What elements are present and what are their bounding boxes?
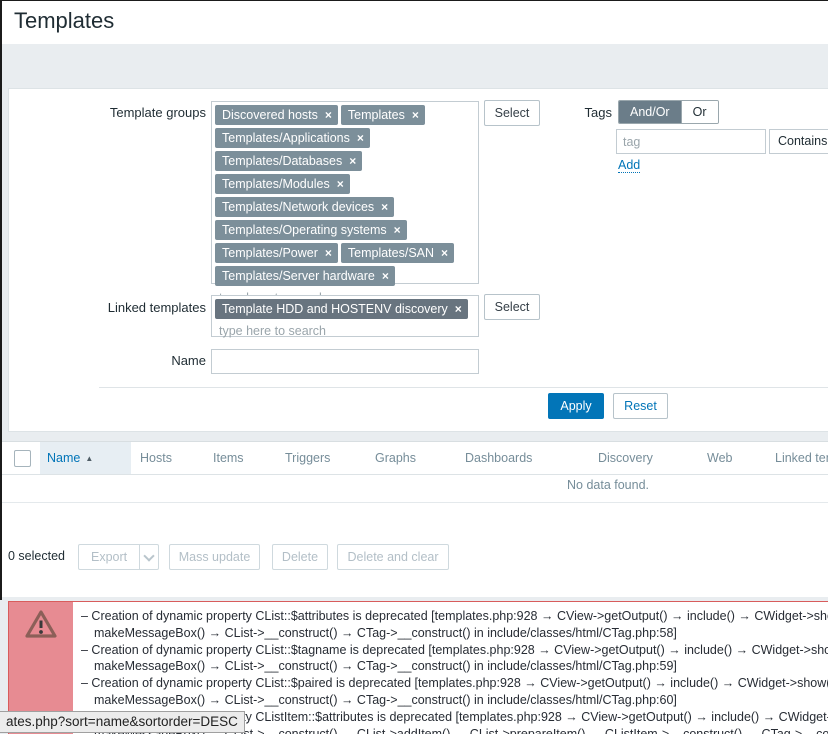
column-header-graphs: Graphs [375,451,416,465]
table-header-row: Name ▲ Hosts Items Triggers Graphs Dashbo… [0,442,828,475]
delete-and-clear-button[interactable]: Delete and clear [337,544,449,570]
warning-line: – Creation of dynamic property CList::$p… [81,676,828,691]
window-edge [0,0,828,1]
tag-name-input[interactable] [616,129,766,154]
export-dropdown-button[interactable] [139,545,158,569]
chip-label: Templates [347,107,405,122]
row-divider [0,502,828,503]
column-header-web: Web [707,451,733,465]
linked-templates-select-button[interactable]: Select [484,294,540,320]
remove-icon[interactable]: × [356,130,364,145]
remove-icon[interactable]: × [411,107,419,122]
linked-templates-label: Linked templates [107,300,206,315]
template-groups-label: Template groups [109,105,206,120]
chevron-down-icon [143,549,155,562]
chip-template-group[interactable]: Templates/Network devices × [215,197,395,217]
template-groups-multiselect[interactable]: Discovered hosts × Templates × Templates/A… [211,101,479,307]
tags-or-option[interactable]: Or [680,101,718,123]
chip-template-group[interactable]: Templates/Server hardware × [215,266,395,286]
deprecation-warning-box: – Creation of dynamic property CList::$a… [8,601,828,734]
selected-count: 0 selected [8,549,65,563]
remove-icon[interactable]: × [336,176,344,191]
mass-update-button[interactable]: Mass update [169,544,260,570]
chip-template-group[interactable]: Templates/Applications × [215,128,370,148]
column-header-discovery: Discovery [598,451,653,465]
remove-icon[interactable]: × [381,199,389,214]
browser-status-url: ates.php?sort=name&sortorder=DESC [0,711,245,733]
chip-label: Templates/Network devices [222,199,375,214]
remove-icon[interactable]: × [324,245,332,260]
name-filter-label: Name [171,353,206,368]
chip-template-group[interactable]: Discovered hosts × [215,105,338,125]
chip-label: Templates/SAN [347,245,435,260]
filter-panel: Template groups Discovered hosts × Templa… [8,88,828,432]
export-button-label: Export [91,550,128,564]
linked-templates-search-input[interactable] [215,322,475,340]
remove-icon[interactable]: × [349,153,357,168]
tags-andor-option[interactable]: And/Or [619,101,681,123]
chip-template-group[interactable]: Templates/SAN × [340,243,455,263]
chip-label: Templates/Server hardware [222,268,375,283]
chip-label: Discovered hosts [222,107,318,122]
warning-triangle-icon [25,610,57,638]
empty-table-message: No data found. [567,478,650,492]
sorted-column-highlight [40,442,131,474]
chip-label: Templates/Databases [222,153,343,168]
warning-messages: – Creation of dynamic property CList::$a… [73,602,828,734]
warning-line: makeMessageBox() → CList->__construct() … [94,692,677,707]
tags-label: Tags [584,105,612,120]
filter-footer-divider [99,387,828,388]
column-header-triggers: Triggers [285,451,331,465]
column-header-linked-templates: Linked templates [775,451,828,465]
remove-icon[interactable]: × [441,245,449,260]
add-tag-link[interactable]: Add [618,158,641,173]
reset-button[interactable]: Reset [613,393,668,419]
column-header-dashboards: Dashboards [465,451,533,465]
page-title: Templates [14,8,115,33]
remove-icon[interactable]: × [454,301,462,316]
tag-operator-select[interactable]: Contains [769,129,828,154]
template-groups-select-button[interactable]: Select [484,100,540,126]
warning-line: – Creation of dynamic property CListItem… [81,709,828,724]
column-header-hosts: Hosts [140,451,172,465]
delete-button[interactable]: Delete [272,544,328,570]
warning-line: makeMessageBox() → CList->__construct() … [94,659,677,674]
chip-label: Templates/Applications [222,130,350,145]
page-header: Templates [0,0,828,44]
export-button[interactable]: Export [78,544,159,570]
chip-template-group[interactable]: Templates/Databases × [215,151,363,171]
remove-icon[interactable]: × [381,268,389,283]
column-header-items: Items [213,451,244,465]
chip-label: Templates/Operating systems [222,222,387,237]
apply-button[interactable]: Apply [548,393,604,419]
chip-label: Templates/Power [222,245,318,260]
templates-table: Name ▲ Hosts Items Triggers Graphs Dashbo… [0,441,828,597]
column-label: Name [47,451,81,465]
name-filter-input[interactable] [211,349,479,374]
select-all-checkbox[interactable] [14,450,31,467]
remove-icon[interactable]: × [324,107,332,122]
warning-line: makeMessageBox() → CList->__construct() … [94,625,677,640]
chip-linked-template[interactable]: Template HDD and HOSTENV discovery × [215,299,468,319]
linked-templates-multiselect[interactable]: Template HDD and HOSTENV discovery × [211,295,479,340]
sort-asc-icon: ▲ [85,454,94,463]
window-edge [0,0,2,600]
chip-template-group[interactable]: Templates × [340,105,425,125]
tags-operator-segmented: And/Or Or [618,100,719,124]
chip-label: Templates/Modules [222,176,330,191]
warning-line: makeMessageBox() → CList->__construct() … [94,726,828,734]
remove-icon[interactable]: × [393,222,401,237]
warning-line: – Creation of dynamic property CList::$a… [81,609,828,623]
chip-template-group[interactable]: Templates/Power × [215,243,338,263]
chip-template-group[interactable]: Templates/Modules × [215,174,350,194]
column-header-name[interactable]: Name ▲ [47,451,93,465]
warning-line: – Creation of dynamic property CList::$t… [81,642,828,657]
chip-template-group[interactable]: Templates/Operating systems × [215,220,407,240]
chip-label: Template HDD and HOSTENV discovery [222,301,448,316]
